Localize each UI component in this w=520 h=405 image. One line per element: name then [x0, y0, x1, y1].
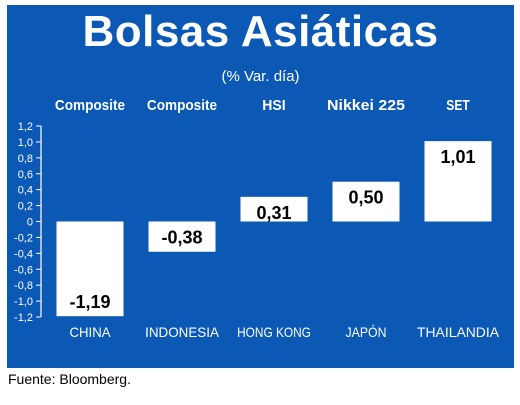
chart-subtitle: (% Var. día) — [221, 68, 300, 85]
index-name-label: Composite — [55, 97, 125, 114]
index-name-label: Nikkei 225 — [327, 97, 405, 114]
bar-value-label: 1,01 — [440, 147, 475, 167]
y-tick-label: -1,2 — [14, 312, 33, 324]
source-note: Fuente: Bloomberg. — [8, 371, 131, 387]
category-label: THAILANDIA — [417, 324, 500, 340]
y-tick-label: 1,2 — [18, 121, 33, 133]
bar-value-label: 0,50 — [348, 188, 383, 208]
y-tick-label: 0,6 — [18, 169, 33, 181]
y-tick-label: -0,2 — [14, 232, 33, 244]
y-tick-label: -1,0 — [14, 296, 33, 308]
chart-title: Bolsas Asiáticas — [82, 7, 439, 56]
index-name-label: HSI — [262, 97, 285, 114]
y-tick-label: -0,4 — [14, 248, 33, 260]
y-tick-label: 0,8 — [18, 153, 33, 165]
category-label: HONG KONG — [237, 324, 311, 340]
category-label: INDONESIA — [145, 324, 219, 340]
index-name-label: Composite — [147, 97, 217, 114]
y-tick-label: 0 — [27, 217, 33, 229]
y-tick-label: 0,4 — [18, 185, 33, 197]
bar — [148, 221, 216, 252]
bar — [56, 221, 124, 317]
y-tick-label: -0,8 — [14, 280, 33, 292]
y-tick-label: 1,0 — [18, 137, 33, 149]
category-label: CHINA — [70, 324, 112, 340]
y-tick-label: -0,6 — [14, 264, 33, 276]
bar — [240, 196, 308, 222]
y-tick-label: 0,2 — [18, 201, 33, 213]
bar — [424, 141, 492, 222]
bar — [332, 181, 400, 222]
index-name-label: SET — [446, 97, 469, 114]
bar-value-label: 0,31 — [256, 203, 291, 223]
bar-value-label: -1,19 — [69, 292, 110, 312]
bar-value-label: -0,38 — [161, 228, 202, 248]
category-label: JAPÓN — [346, 324, 387, 340]
